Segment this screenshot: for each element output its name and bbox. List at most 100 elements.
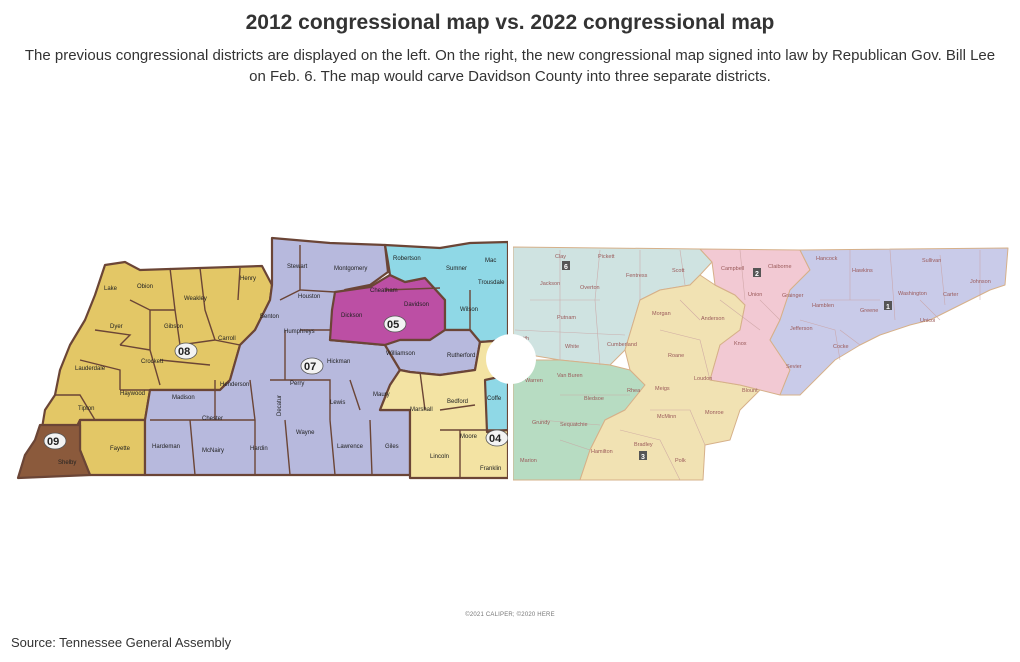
svg-text:Dyer: Dyer	[110, 324, 123, 330]
svg-text:Fayette: Fayette	[110, 446, 131, 452]
map-attribution: ©2021 CALIPER; ©2020 HERE	[465, 612, 555, 618]
svg-text:Hardeman: Hardeman	[152, 444, 180, 450]
svg-text:Franklin: Franklin	[480, 466, 501, 472]
svg-text:Lincoln: Lincoln	[430, 454, 449, 460]
svg-text:Haywood: Haywood	[120, 391, 145, 397]
svg-text:Benton: Benton	[260, 314, 279, 320]
svg-text:Tipton: Tipton	[78, 406, 94, 412]
svg-text:Lewis: Lewis	[330, 400, 345, 406]
svg-text:Shelby: Shelby	[58, 460, 76, 466]
svg-text:Stewart: Stewart	[287, 264, 308, 270]
district-badges-2022: 6 2 1 3	[562, 261, 892, 461]
svg-text:1: 1	[886, 304, 890, 311]
svg-text:07: 07	[304, 361, 316, 373]
svg-text:Trousdale: Trousdale	[478, 280, 505, 286]
svg-text:Henderson: Henderson	[220, 382, 249, 388]
svg-text:Williamson: Williamson	[386, 351, 415, 357]
svg-text:Moore: Moore	[460, 434, 478, 440]
svg-text:Sumner: Sumner	[446, 266, 467, 272]
svg-text:Hamilton: Hamilton	[591, 449, 613, 455]
district-3-2022	[579, 274, 761, 481]
svg-text:Scott: Scott	[672, 268, 685, 274]
svg-text:Gibson: Gibson	[164, 324, 183, 330]
svg-text:Campbell: Campbell	[721, 266, 744, 272]
svg-text:Montgomery: Montgomery	[334, 266, 367, 272]
svg-text:Knox: Knox	[734, 341, 747, 347]
map-divider-handle[interactable]	[486, 334, 536, 384]
svg-text:Fentress: Fentress	[626, 273, 648, 279]
district-9-region	[16, 423, 92, 480]
svg-text:Wilson: Wilson	[460, 307, 478, 313]
svg-text:Grundy: Grundy	[532, 420, 550, 426]
map-2022: Clay Pickett Fentress Scott Campbell Claibor…	[512, 246, 1009, 481]
svg-text:Morgan: Morgan	[652, 311, 671, 317]
svg-text:Loudon: Loudon	[694, 376, 712, 382]
svg-text:Hardin: Hardin	[250, 446, 268, 452]
svg-text:Hancock: Hancock	[816, 256, 838, 262]
svg-text:Bradley: Bradley	[634, 442, 653, 448]
svg-text:Humphreys: Humphreys	[284, 329, 315, 335]
svg-text:Monroe: Monroe	[705, 410, 724, 416]
svg-text:Marshall: Marshall	[410, 407, 433, 413]
svg-text:Coffe: Coffe	[487, 396, 502, 402]
svg-text:Polk: Polk	[675, 458, 686, 464]
svg-text:Lake: Lake	[104, 286, 118, 292]
chart-title: 2012 congressional map vs. 2022 congress…	[245, 11, 775, 34]
svg-text:Putnam: Putnam	[557, 315, 576, 321]
svg-text:Hickman: Hickman	[327, 359, 350, 365]
svg-text:Van Buren: Van Buren	[557, 373, 583, 379]
svg-text:Washington: Washington	[898, 291, 927, 297]
svg-text:Sequatchie: Sequatchie	[560, 422, 588, 428]
svg-text:McNairy: McNairy	[202, 448, 224, 454]
svg-text:08: 08	[178, 346, 190, 358]
svg-text:3: 3	[641, 454, 645, 461]
svg-text:Rutherford: Rutherford	[447, 353, 475, 359]
svg-text:Warren: Warren	[525, 378, 543, 384]
svg-text:White: White	[565, 344, 579, 350]
svg-text:Dickson: Dickson	[341, 313, 362, 319]
svg-text:Hamblen: Hamblen	[812, 303, 834, 309]
svg-text:Clay: Clay	[555, 254, 566, 260]
svg-text:2: 2	[755, 271, 759, 278]
svg-text:6: 6	[564, 264, 568, 271]
svg-text:Rhea: Rhea	[627, 388, 641, 394]
district-badges-2012: 09 08 07 05 04	[43, 315, 509, 450]
svg-text:Davidson: Davidson	[404, 302, 429, 308]
svg-text:Sullivan: Sullivan	[922, 258, 941, 264]
svg-text:Claiborne: Claiborne	[768, 264, 792, 270]
svg-text:05: 05	[387, 319, 399, 331]
svg-text:Anderson: Anderson	[701, 316, 725, 322]
svg-text:Union: Union	[748, 292, 762, 298]
svg-text:Weakley: Weakley	[184, 296, 207, 302]
svg-text:Carroll: Carroll	[218, 336, 236, 342]
svg-text:Wayne: Wayne	[296, 430, 315, 436]
svg-text:Maury: Maury	[373, 392, 390, 398]
svg-text:Greene: Greene	[860, 308, 878, 314]
svg-text:Crockett: Crockett	[141, 359, 164, 365]
svg-text:04: 04	[489, 433, 502, 445]
svg-text:Perry: Perry	[290, 381, 304, 387]
svg-text:Madison: Madison	[172, 395, 195, 401]
svg-text:Chester: Chester	[202, 416, 223, 422]
svg-text:Unicoi: Unicoi	[920, 318, 935, 324]
svg-text:McMinn: McMinn	[657, 414, 676, 420]
chart-subtitle: The previous congressional districts are…	[24, 47, 996, 85]
svg-text:Jefferson: Jefferson	[790, 326, 813, 332]
svg-text:Cumberland: Cumberland	[607, 342, 637, 348]
svg-text:Roane: Roane	[668, 353, 684, 359]
district-6-south	[483, 373, 510, 434]
svg-text:Sevier: Sevier	[786, 364, 802, 370]
svg-text:Obion: Obion	[137, 284, 153, 290]
svg-text:Houston: Houston	[298, 294, 320, 300]
svg-text:Bledsoe: Bledsoe	[584, 396, 604, 402]
svg-text:Mac: Mac	[485, 258, 496, 264]
svg-text:Bedford: Bedford	[447, 399, 468, 405]
svg-text:Pickett: Pickett	[598, 254, 615, 260]
svg-text:Giles: Giles	[385, 444, 399, 450]
svg-text:Lauderdale: Lauderdale	[75, 366, 106, 372]
map-comparison: Lake Obion Weakley Henry Stewart Montgomery …	[0, 230, 1020, 490]
svg-text:Cocke: Cocke	[833, 344, 849, 350]
svg-text:Meigs: Meigs	[655, 386, 670, 392]
svg-text:Hawkins: Hawkins	[852, 268, 873, 274]
svg-text:Cheatham: Cheatham	[370, 288, 398, 294]
